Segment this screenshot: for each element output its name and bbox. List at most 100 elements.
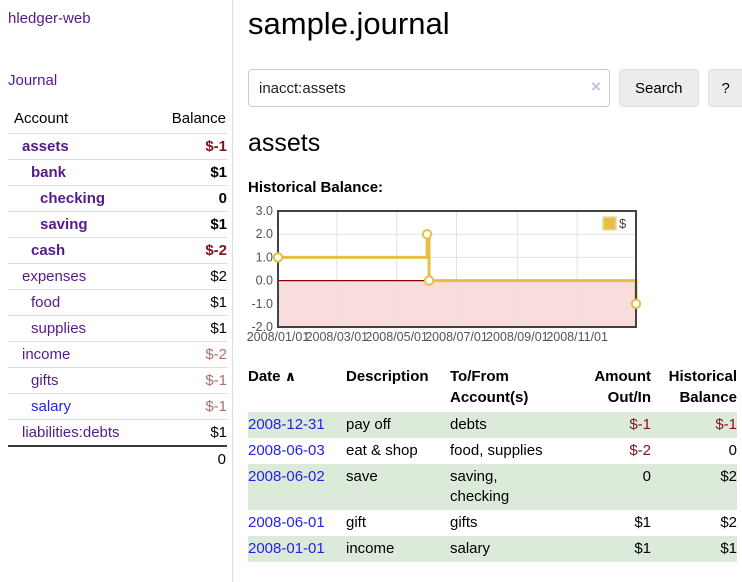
data-point-marker — [630, 298, 642, 310]
x-tick-label: 2008/07/01 — [425, 330, 488, 344]
clear-search-icon[interactable]: × — [591, 77, 601, 96]
register-header-row: Date ∧ Description To/From Account(s) Am… — [248, 364, 737, 412]
accounts-header-row: Account Balance — [8, 106, 227, 134]
x-tick-label: 2008/03/01 — [306, 330, 369, 344]
y-tick-label: 2.0 — [256, 227, 273, 241]
account-balance: $-1 — [149, 133, 227, 160]
register-row: 2008-12-31 pay off debts $-1 $-1 — [248, 412, 737, 438]
account-row: bank $1 — [8, 159, 227, 186]
transaction-accounts: gifts — [450, 514, 478, 531]
account-row: saving $1 — [8, 211, 227, 238]
account-link[interactable]: supplies — [31, 320, 87, 337]
account-balance: $1 — [149, 289, 227, 316]
register-header-balance: Historical Balance — [668, 368, 737, 406]
sidebar: hledger-web Journal Account Balance asse… — [0, 0, 233, 582]
data-point-marker — [272, 252, 284, 263]
account-link[interactable]: income — [22, 346, 71, 363]
register-header-date[interactable]: Date ∧ — [248, 368, 297, 385]
register-row: 2008-06-02 save saving, checking 0 $2 — [248, 464, 737, 510]
transaction-description: income — [346, 540, 395, 557]
transaction-date-link[interactable]: 2008-01-01 — [248, 540, 325, 557]
register-header-accounts: To/From Account(s) — [450, 368, 529, 406]
register-row: 2008-06-03 eat & shop food, supplies $-2 0 — [248, 438, 737, 464]
transaction-date-link[interactable]: 2008-06-03 — [248, 442, 325, 459]
account-row: checking 0 — [8, 185, 227, 212]
y-tick-label: -2.0 — [251, 320, 273, 334]
app-brand-link[interactable]: hledger-web — [8, 10, 91, 27]
account-link[interactable]: checking — [40, 190, 106, 207]
account-balance: $2 — [149, 263, 227, 290]
transaction-balance: $2 — [720, 514, 737, 531]
legend-swatch — [602, 216, 617, 231]
account-balance: $-2 — [149, 237, 227, 264]
data-point-marker — [421, 229, 433, 240]
plot-border — [277, 210, 637, 328]
transaction-date-link[interactable]: 2008-06-02 — [248, 468, 325, 485]
account-row: liabilities:debts $1 — [8, 419, 227, 447]
account-link[interactable]: cash — [31, 242, 66, 259]
transaction-accounts: food, supplies — [450, 442, 543, 459]
sort-ascending-icon: ∧ — [284, 368, 297, 384]
account-link[interactable]: liabilities:debts — [22, 424, 120, 441]
search-help-button[interactable]: ? — [707, 69, 742, 107]
y-tick-label: 0.0 — [256, 274, 273, 288]
x-tick-label: 2008/05/01 — [365, 330, 428, 344]
account-balance: $1 — [149, 419, 227, 447]
account-link[interactable]: gifts — [31, 372, 59, 389]
transaction-amount: 0 — [642, 468, 651, 485]
register-table: Date ∧ Description To/From Account(s) Am… — [248, 364, 737, 562]
sidebar-journal-link[interactable]: Journal — [8, 72, 58, 89]
account-link[interactable]: expenses — [22, 268, 87, 285]
transaction-amount: $1 — [634, 514, 651, 531]
x-tick-label: 2008/01/01 — [247, 330, 310, 344]
account-balance: 0 — [149, 185, 227, 212]
y-tick-label: 3.0 — [256, 204, 273, 218]
transaction-amount: $1 — [634, 540, 651, 557]
transaction-accounts: debts — [450, 416, 487, 433]
transaction-description: save — [346, 468, 378, 485]
account-link[interactable]: food — [31, 294, 61, 311]
account-row: supplies $1 — [8, 315, 227, 342]
transaction-date-link[interactable]: 2008-06-01 — [248, 514, 325, 531]
account-balance: $-1 — [149, 367, 227, 394]
search-input[interactable] — [248, 69, 610, 107]
account-row: gifts $-1 — [8, 367, 227, 394]
account-balance: $1 — [149, 159, 227, 186]
transaction-balance: $1 — [720, 540, 737, 557]
x-tick-label: 2008/09/01 — [486, 330, 549, 344]
account-row: assets $-1 — [8, 133, 227, 160]
account-row: food $1 — [8, 289, 227, 316]
register-row: 2008-01-01 income salary $1 $1 — [248, 536, 737, 562]
transaction-accounts: salary — [450, 540, 491, 557]
account-row: expenses $2 — [8, 263, 227, 290]
search-input-wrap: × — [248, 69, 610, 107]
transaction-balance: $2 — [720, 468, 737, 485]
transaction-accounts: saving, checking — [450, 468, 510, 505]
account-link[interactable]: bank — [31, 164, 67, 181]
search-button[interactable]: Search — [619, 69, 699, 107]
accounts-header-balance: Balance — [149, 106, 227, 134]
account-balance: $1 — [149, 211, 227, 238]
accounts-table: Account Balance assets $-1 bank $1 checking 0… — [8, 106, 227, 472]
account-row: income $-2 — [8, 341, 227, 368]
account-heading: assets — [248, 129, 321, 157]
account-row: cash $-2 — [8, 237, 227, 264]
y-tick-label: 1.0 — [256, 250, 273, 264]
legend-label: $ — [619, 216, 627, 231]
search-form: × Search ? — [248, 69, 742, 107]
transaction-amount: $-2 — [629, 442, 651, 459]
transaction-balance: $-1 — [715, 416, 737, 433]
account-link[interactable]: saving — [40, 216, 88, 233]
x-tick-label: 2008/11/01 — [546, 330, 608, 344]
account-row: salary $-1 — [8, 393, 227, 420]
data-point-marker — [423, 275, 435, 286]
account-link[interactable]: salary — [31, 398, 72, 415]
accounts-total-row: 0 — [8, 445, 227, 472]
account-link[interactable]: assets — [22, 138, 69, 155]
historical-balance-chart: $3.0 2.0 1.0 0.0 -1.0 -2.0 2008/01/01 2008/03/0… — [247, 204, 742, 347]
transaction-date-link[interactable]: 2008-12-31 — [248, 416, 325, 433]
account-balance: $-2 — [149, 341, 227, 368]
register-row: 2008-06-01 gift gifts $1 $2 — [248, 510, 737, 536]
transaction-description: eat & shop — [346, 442, 418, 459]
